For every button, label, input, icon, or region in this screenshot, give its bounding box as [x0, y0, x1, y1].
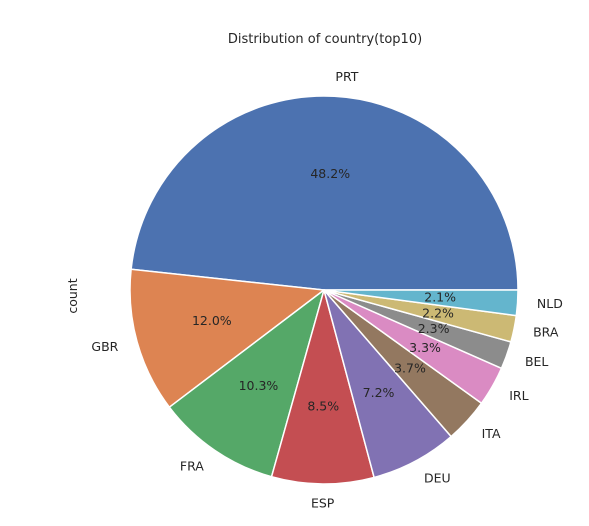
slice-label-bel: BEL: [525, 354, 548, 369]
pie-slices: [129, 95, 519, 485]
slice-label-nld: NLD: [537, 296, 563, 311]
slice-percent-fra: 10.3%: [239, 378, 279, 393]
chart-title: Distribution of country(top10): [228, 32, 422, 47]
slice-percent-bra: 2.2%: [422, 305, 454, 320]
pie-slice-fra: [168, 289, 325, 478]
slice-label-gbr: GBR: [91, 339, 118, 354]
slice-percent-nld: 2.1%: [424, 290, 456, 305]
slice-label-fra: FRA: [180, 458, 204, 473]
pie-slice-gbr: [129, 268, 325, 408]
slice-label-ita: ITA: [482, 426, 501, 441]
y-axis-label: count: [65, 278, 80, 313]
slice-label-deu: DEU: [424, 470, 451, 485]
slice-percent-prt: 48.2%: [310, 166, 350, 181]
slice-percent-irl: 3.3%: [409, 340, 441, 355]
slice-percent-ita: 3.7%: [394, 360, 426, 375]
pie-labels: PRT 48.2% GBR 12.0% FRA 10.3% ESP 8.5% DEU 7.2% IT…: [91, 69, 562, 510]
slice-percent-esp: 8.5%: [307, 398, 339, 413]
pie-slice-prt: [130, 95, 519, 291]
slice-label-esp: ESP: [311, 495, 335, 510]
pie-slice-nld: [323, 289, 519, 317]
slice-label-bra: BRA: [533, 325, 559, 340]
slice-label-prt: PRT: [335, 69, 358, 84]
slice-label-irl: IRL: [509, 388, 528, 403]
slice-percent-bel: 2.3%: [418, 321, 450, 336]
pie-slice-esp: [270, 289, 375, 485]
slice-percent-gbr: 12.0%: [192, 313, 232, 328]
slice-percent-deu: 7.2%: [363, 385, 395, 400]
